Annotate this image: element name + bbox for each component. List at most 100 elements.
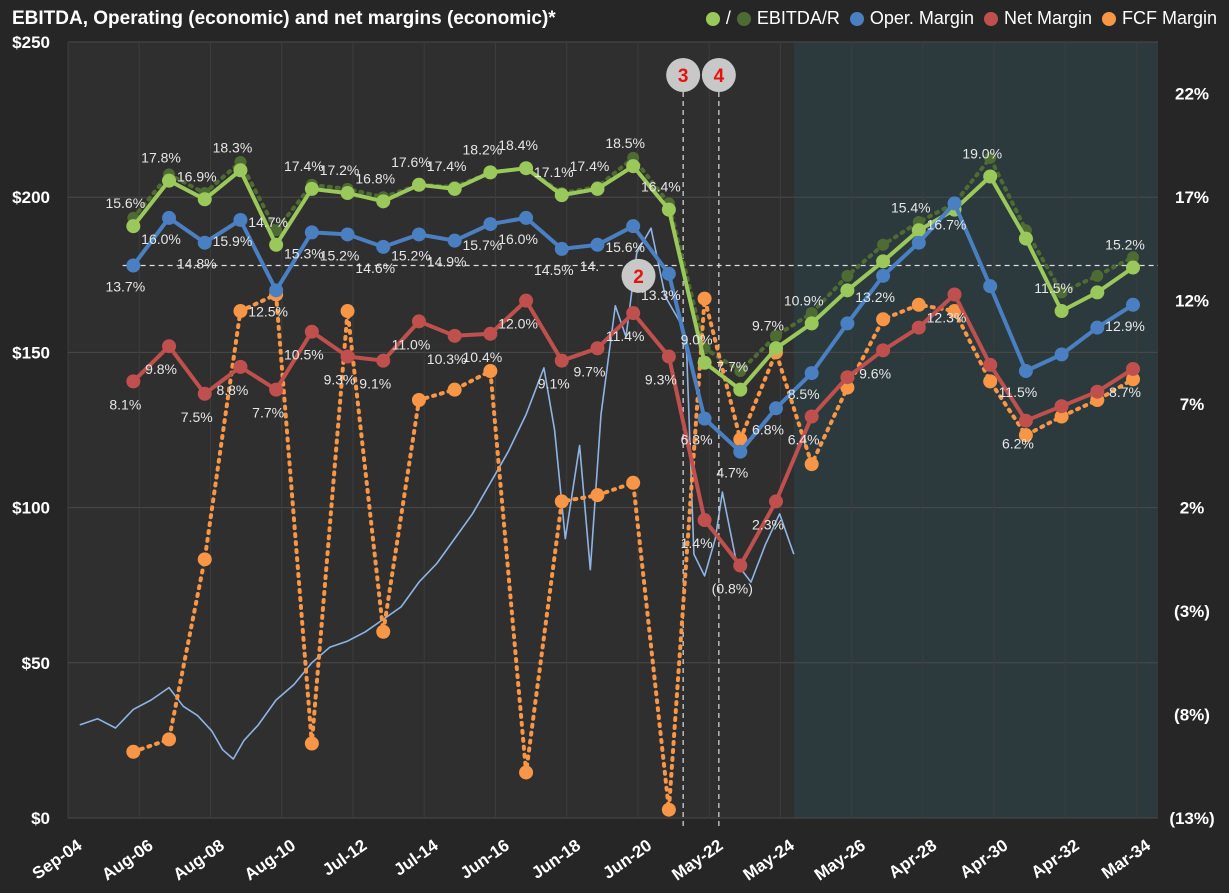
- series-point-ebitda: [626, 159, 641, 174]
- legend-label-fcf: FCF Margin: [1121, 8, 1217, 28]
- data-label-oper: 6.3%: [681, 432, 713, 448]
- data-label-oper: 16.0%: [141, 231, 181, 247]
- data-label-oper: 16.0%: [498, 231, 538, 247]
- data-label-oper: 14.5%: [534, 262, 574, 278]
- y-left-tick-label: $200: [12, 188, 50, 207]
- series-point-net: [626, 306, 641, 321]
- x-tick-label: Apr-28: [885, 836, 940, 882]
- series-point-net: [697, 513, 712, 528]
- data-label-oper: 12.5%: [248, 303, 288, 319]
- y-right-tick-label: 17%: [1175, 188, 1209, 207]
- data-label-ebitda: 16.9%: [177, 168, 217, 184]
- series-point-oper: [1126, 297, 1141, 312]
- series-point-oper: [376, 239, 391, 254]
- series-point-net: [197, 386, 212, 401]
- data-label-net: 9.8%: [145, 361, 177, 377]
- series-point-net: [304, 324, 319, 339]
- series-point-fcf: [162, 732, 177, 747]
- data-label-oper: 14.: [580, 258, 599, 274]
- y-right-tick-label: 12%: [1175, 292, 1209, 311]
- series-point-fcf: [483, 364, 498, 379]
- data-label-net: 8.7%: [1109, 384, 1141, 400]
- data-label-ebitda: 9.7%: [752, 317, 784, 333]
- series-point-oper: [804, 366, 819, 381]
- series-point-ebitda-dotted: [1055, 286, 1068, 299]
- data-label-ebitda: 17.6%: [391, 154, 431, 170]
- data-label-ebitda: 15.2%: [1105, 237, 1145, 253]
- data-label-net: 9.1%: [538, 376, 570, 392]
- data-label-oper: 15.2%: [320, 247, 360, 263]
- series-point-fcf: [519, 765, 534, 780]
- x-tick-label: Sep-04: [29, 835, 86, 883]
- series-point-ebitda-dotted: [734, 365, 747, 378]
- series-point-oper: [1018, 364, 1033, 379]
- series-point-ebitda: [340, 186, 355, 201]
- legend-label-oper: Oper. Margin: [869, 8, 974, 28]
- data-label-oper: 13.3%: [641, 287, 681, 303]
- series-point-ebitda: [1054, 304, 1069, 319]
- series-point-ebitda-dotted: [805, 307, 818, 320]
- series-point-net: [483, 326, 498, 341]
- series-point-net: [1054, 399, 1069, 414]
- data-label-net: 12.0%: [498, 316, 538, 332]
- x-tick-label: Aug-08: [170, 836, 228, 885]
- data-label-ebitda: 17.2%: [320, 162, 360, 178]
- data-label-net: 7.7%: [252, 405, 284, 421]
- series-point-ebitda: [697, 355, 712, 370]
- series-point-oper: [447, 233, 462, 248]
- y-right-tick-label: 2%: [1180, 499, 1205, 518]
- legend-label-ebitda: EBITDA/R: [756, 8, 840, 28]
- data-label-ebitda: 17.4%: [427, 158, 467, 174]
- data-label-oper: 16.7%: [927, 216, 967, 232]
- data-label-ebitda: 18.5%: [605, 135, 645, 151]
- series-point-ebitda: [983, 169, 998, 184]
- data-label-ebitda: 17.1%: [534, 164, 574, 180]
- series-point-ebitda: [162, 173, 177, 188]
- legend-item-fcf[interactable]: FCF Margin: [1101, 8, 1217, 29]
- series-point-oper: [411, 227, 426, 242]
- series-point-fcf: [661, 802, 676, 817]
- series-point-ebitda: [519, 161, 534, 176]
- series-point-oper: [697, 411, 712, 426]
- series-point-oper: [590, 237, 605, 252]
- series-point-ebitda: [840, 283, 855, 298]
- series-point-ebitda: [197, 192, 212, 207]
- series-point-net: [1126, 361, 1141, 376]
- data-label-oper: 15.7%: [463, 237, 503, 253]
- event-marker-badge: [701, 58, 736, 92]
- y-right-tick-label: 22%: [1175, 85, 1209, 104]
- series-point-oper: [768, 401, 783, 416]
- data-label-net: 8.8%: [216, 382, 248, 398]
- series-point-fcf: [947, 304, 962, 319]
- series-point-net: [1090, 384, 1105, 399]
- series-point-ebitda: [911, 223, 926, 238]
- x-tick-label: Jun-16: [457, 836, 513, 883]
- series-point-net: [340, 349, 355, 364]
- series-point-fcf: [697, 291, 712, 306]
- legend-item-net[interactable]: Net Margin: [983, 8, 1092, 29]
- x-tick-label: Apr-30: [956, 836, 1011, 882]
- event-marker-badge: [666, 58, 701, 92]
- series-point-ebitda: [804, 316, 819, 331]
- data-label-oper: 12.9%: [1105, 318, 1145, 334]
- series-point-oper: [126, 258, 141, 273]
- series-point-fcf: [1054, 409, 1069, 424]
- legend-item-ebitda[interactable]: / EBITDA/R: [705, 8, 840, 29]
- data-label-oper: 15.2%: [391, 247, 431, 263]
- x-tick-label: Jun-18: [528, 836, 584, 883]
- data-label-net: 1.4%: [681, 535, 713, 551]
- series-point-oper: [197, 235, 212, 250]
- y-left-tick-label: $100: [12, 499, 50, 518]
- series-point-net: [233, 359, 248, 374]
- series-point-net: [840, 370, 855, 385]
- series-point-fcf: [590, 488, 605, 503]
- series-point-oper: [233, 212, 248, 227]
- data-label-ebitda: 15.6%: [105, 195, 145, 211]
- series-point-oper: [340, 227, 355, 242]
- data-label-net: 10.4%: [463, 349, 503, 365]
- x-tick-label: Apr-32: [1028, 836, 1083, 882]
- series-point-ebitda-dotted: [841, 269, 854, 282]
- legend-swatch-ebitda-dotted: [736, 11, 751, 26]
- legend-item-oper[interactable]: Oper. Margin: [849, 8, 974, 29]
